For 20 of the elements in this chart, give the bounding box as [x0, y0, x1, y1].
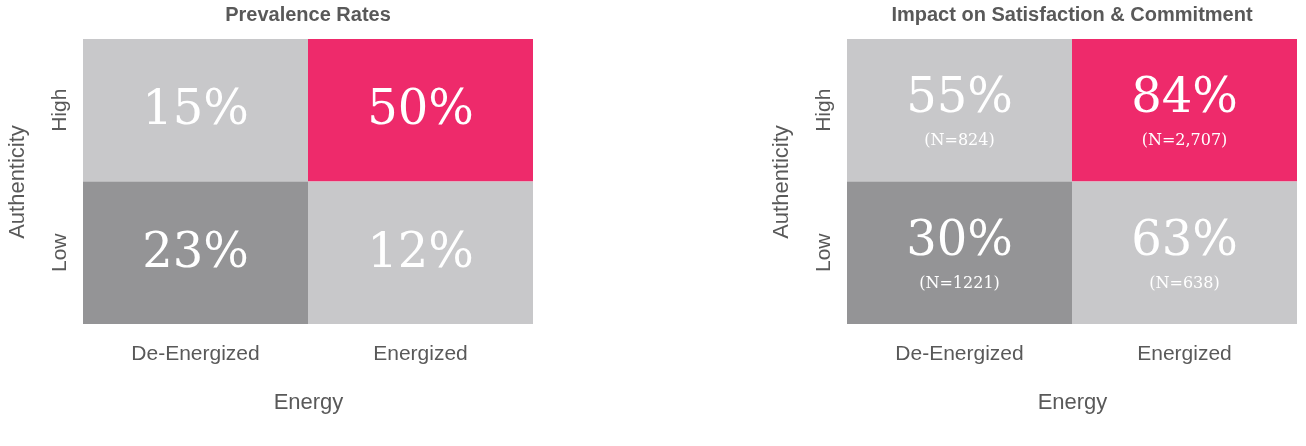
data-label: 23%	[142, 221, 249, 278]
data-label: 30%	[906, 209, 1013, 266]
y-tick-label: Low	[810, 232, 834, 273]
annotation: (N=2,707)	[1141, 130, 1228, 150]
y-axis-title: Authenticity	[767, 125, 793, 239]
x-axis-title: Energy	[1037, 388, 1108, 414]
data-label: 50%	[367, 79, 474, 136]
x-tick-label: Energized	[373, 340, 468, 364]
y-tick-label: Low	[46, 232, 70, 273]
y-tick-label: High	[810, 88, 834, 132]
y-axis-title: Authenticity	[3, 125, 29, 239]
annotation: (N=1221)	[919, 272, 1000, 292]
x-tick-label: De-Energized	[895, 340, 1024, 364]
chart-title: Prevalence Rates	[225, 3, 391, 25]
x-tick-label: De-Energized	[131, 340, 260, 364]
x-axis-title: Energy	[273, 388, 344, 414]
data-label: 84%	[1131, 67, 1238, 124]
x-tick-label: Energized	[1137, 340, 1232, 364]
y-tick-label: High	[46, 88, 70, 132]
chart-title: Impact on Satisfaction & Commitment	[891, 3, 1253, 25]
